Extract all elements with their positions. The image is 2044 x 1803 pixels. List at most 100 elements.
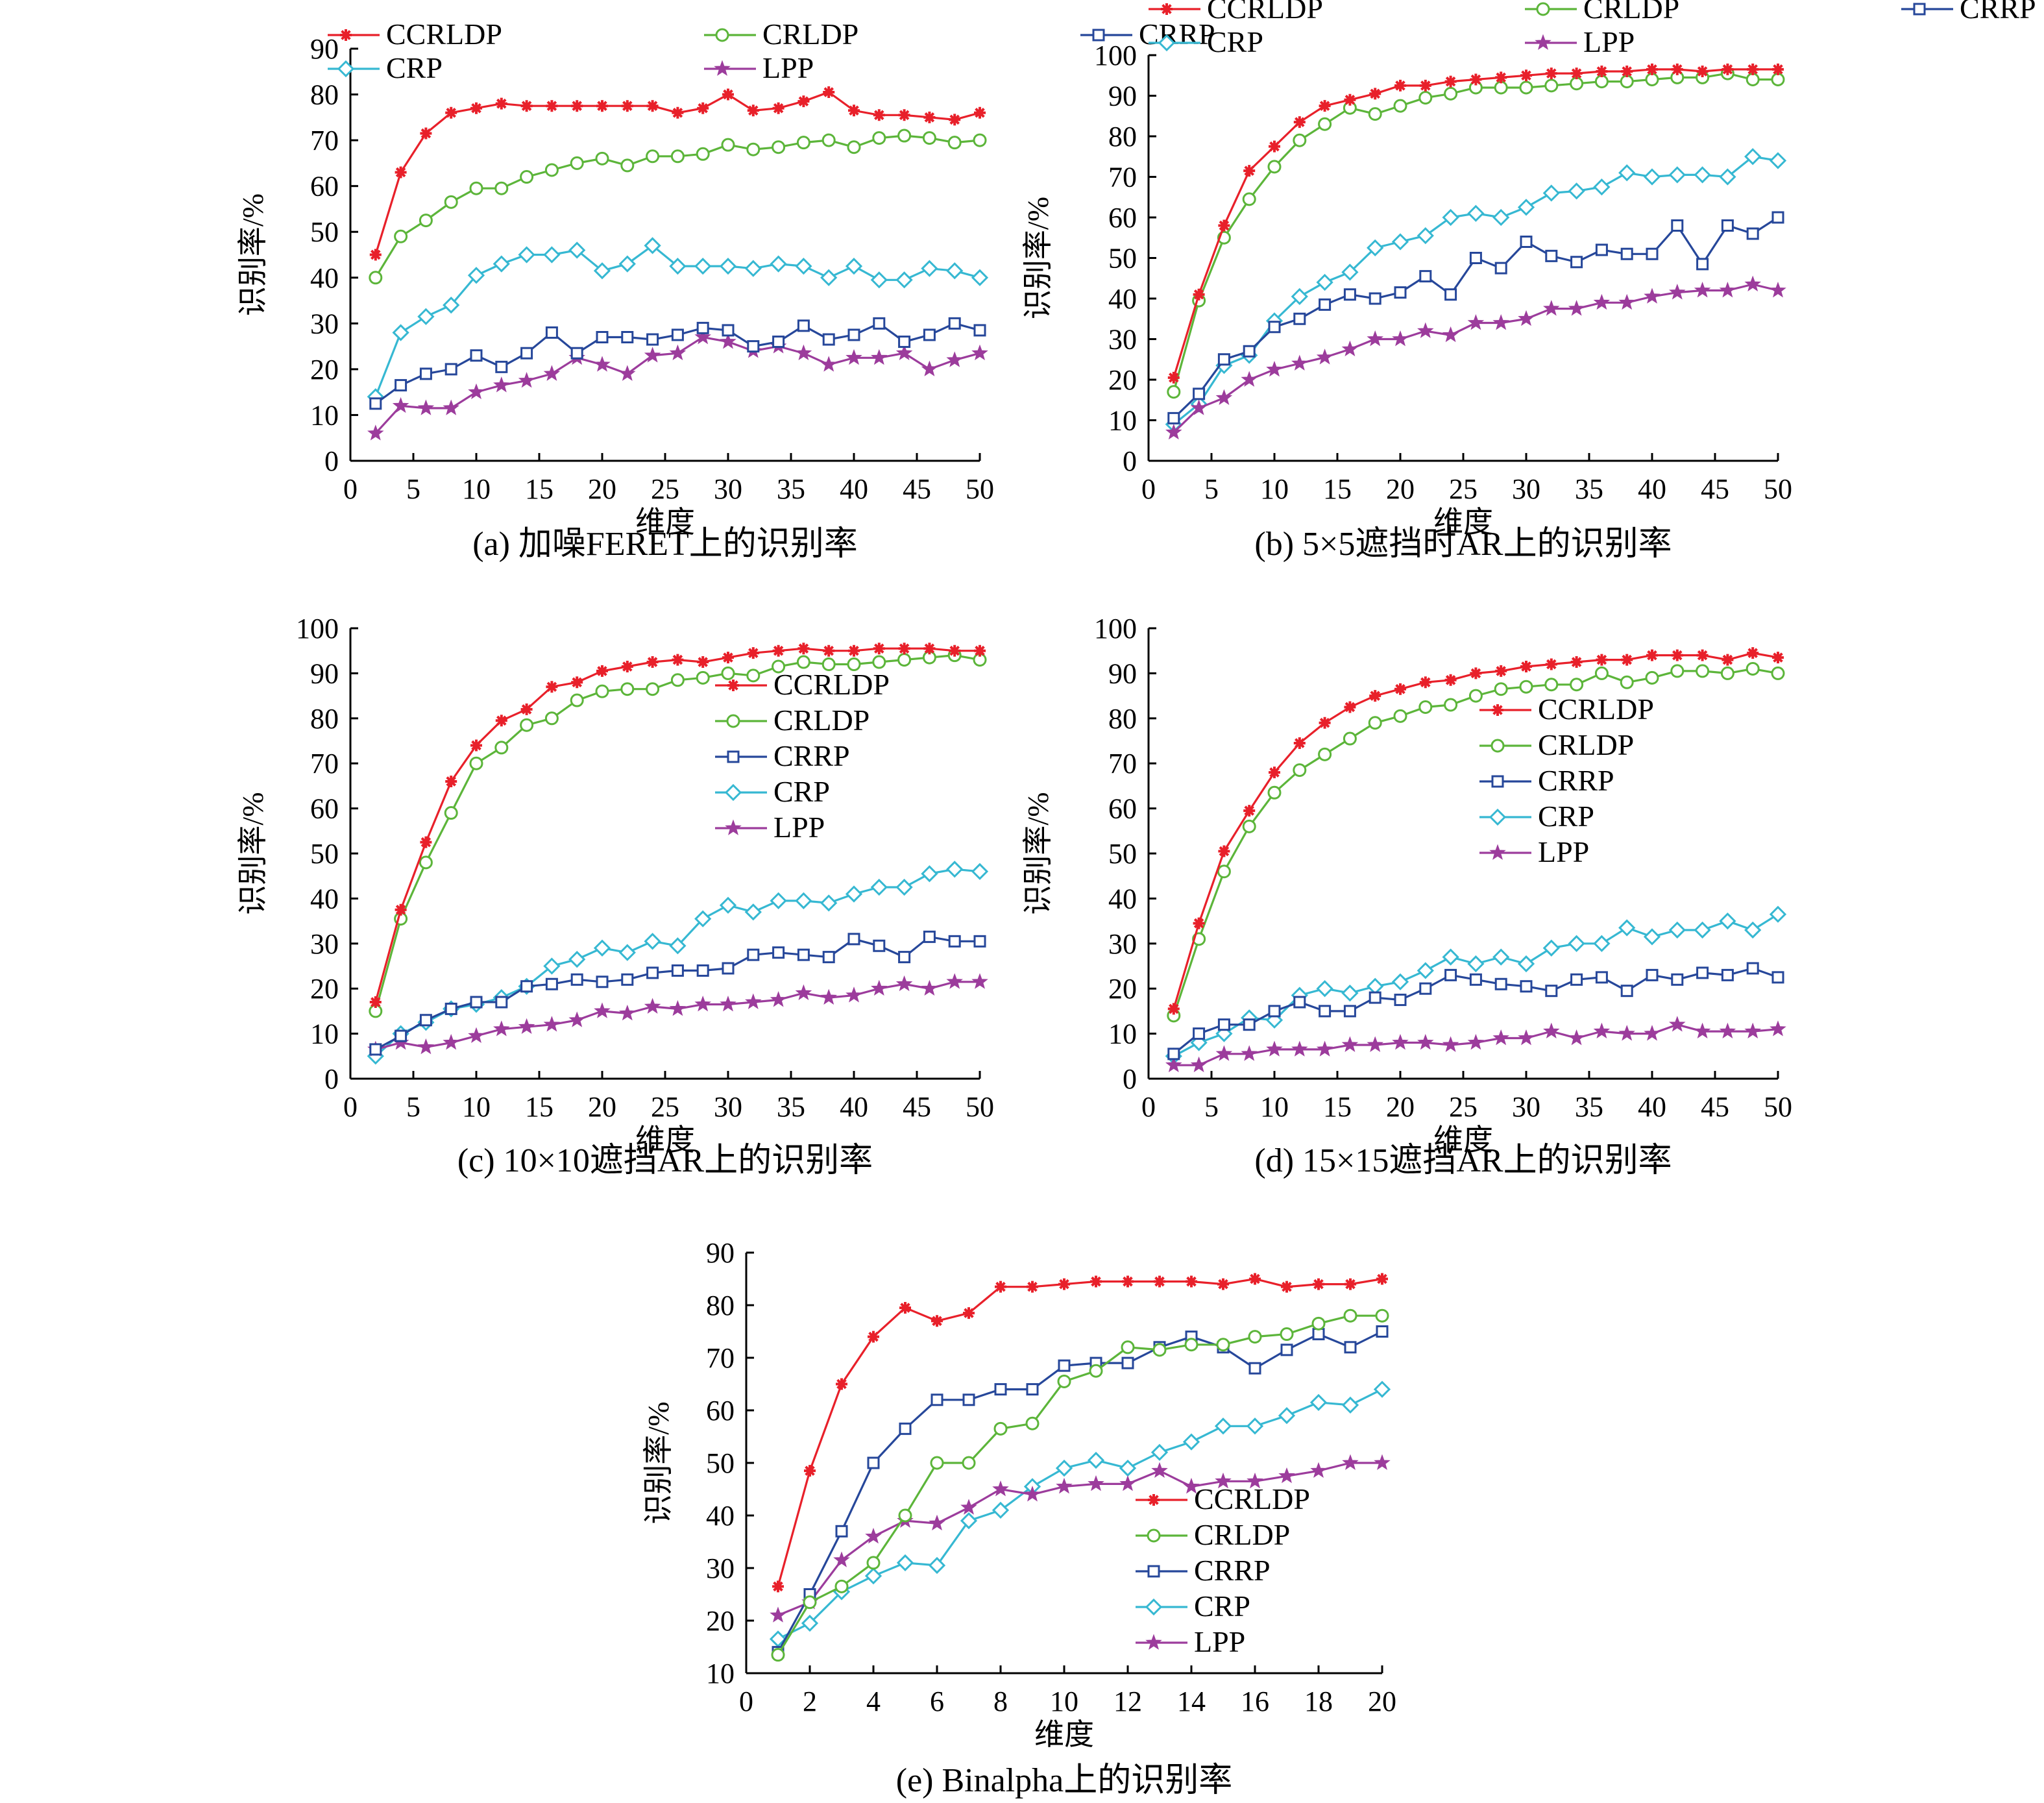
- data-point-crldp: [1293, 133, 1307, 147]
- data-point-ccrldp: [470, 102, 482, 114]
- y-tick-label: 90: [310, 657, 339, 689]
- y-tick-label: 60: [1108, 793, 1137, 825]
- data-point-crrp: [596, 975, 609, 988]
- data-point-crldp: [1089, 1364, 1103, 1378]
- x-tick-label: 20: [588, 1091, 616, 1123]
- data-point-ccrldp: [949, 114, 961, 126]
- data-point-crrp: [596, 331, 609, 343]
- y-tick-label: 80: [310, 79, 339, 111]
- data-point-lpp: [1518, 310, 1535, 326]
- data-point-ccrldp: [470, 739, 482, 752]
- data-point-crrp: [545, 977, 558, 990]
- x-tick-label: 20: [1386, 1091, 1415, 1123]
- data-point-crp: [1719, 912, 1736, 930]
- data-point-lpp: [745, 993, 762, 1009]
- data-point-lpp: [1694, 1022, 1711, 1038]
- data-point-lpp: [1669, 1016, 1686, 1032]
- data-point-crldp: [1468, 689, 1483, 703]
- data-point-crldp: [1152, 1343, 1167, 1357]
- series-line-crldp: [1173, 72, 1778, 393]
- chart-panel-a: 0 10 20 30 40 50 60 70 80 90 0 5 10 15 20 25 30 35 40 45 50 识…: [236, 18, 1215, 563]
- data-point-ccrldp: [1243, 805, 1256, 817]
- data-point-ccrldp: [546, 100, 558, 112]
- data-point-ccrldp: [898, 643, 910, 655]
- data-point-ccrldp: [445, 775, 457, 787]
- y-axis-label: 识别率/%: [236, 792, 269, 914]
- data-point-crrp: [1248, 1362, 1261, 1375]
- data-point-crrp: [1343, 1005, 1356, 1018]
- data-point-crp: [644, 237, 661, 254]
- x-tick-label: 5: [1204, 473, 1219, 505]
- data-point-crp: [1492, 948, 1510, 966]
- data-point-ccrldp: [1722, 654, 1734, 666]
- data-point-crp: [946, 262, 964, 280]
- legend-item-crrp: CRRP: [1479, 764, 1614, 797]
- data-point-lpp: [468, 383, 485, 400]
- data-point-crrp: [470, 349, 483, 362]
- data-point-lpp: [1291, 1040, 1308, 1057]
- data-point-ccrldp: [1293, 737, 1306, 749]
- legend-label: LPP: [762, 51, 814, 84]
- data-point-crp: [1391, 233, 1409, 251]
- data-point-ccrldp: [974, 644, 986, 657]
- series-crldp: [771, 1308, 1389, 1662]
- y-tick-label: 10: [310, 1018, 339, 1050]
- data-point-crldp: [962, 1456, 976, 1470]
- legend-marker: [726, 714, 740, 728]
- data-point-crrp: [1696, 966, 1709, 979]
- data-point-crp: [1618, 919, 1636, 937]
- legend-label: CCRLDP: [1207, 0, 1323, 25]
- data-point-crldp: [444, 195, 458, 209]
- legend-label: LPP: [1583, 25, 1635, 58]
- data-point-crldp: [1318, 747, 1332, 761]
- legend-marker: [714, 60, 731, 76]
- x-tick-label: 0: [739, 1686, 753, 1717]
- data-point-crp: [1087, 1451, 1105, 1469]
- legend-label: CCRLDP: [386, 18, 502, 51]
- data-point-crrp: [1217, 1018, 1230, 1031]
- data-point-lpp: [644, 347, 661, 363]
- x-tick-label: 15: [525, 1091, 554, 1123]
- data-point-crrp: [973, 935, 986, 948]
- data-point-ccrldp: [995, 1281, 1006, 1293]
- legend-label: CRRP: [1139, 18, 1215, 51]
- data-point-ccrldp: [873, 109, 885, 121]
- x-tick-label: 50: [1764, 1091, 1792, 1123]
- legend: CCRLDP CRLDP CRRP CRP LPP: [328, 18, 1215, 84]
- y-tick-label: 30: [706, 1552, 735, 1584]
- y-tick-label: 60: [706, 1395, 735, 1427]
- data-point-crldp: [1494, 682, 1508, 696]
- x-tick-label: 15: [525, 473, 554, 505]
- data-point-lpp: [770, 1606, 786, 1623]
- data-point-crp: [694, 910, 712, 927]
- y-tick-label: 20: [706, 1605, 735, 1637]
- data-point-crrp: [1444, 968, 1457, 981]
- data-point-lpp: [1291, 354, 1308, 371]
- y-tick-label: 0: [1123, 445, 1137, 477]
- data-point-ccrldp: [1217, 1278, 1229, 1290]
- data-point-ccrldp: [823, 644, 835, 657]
- data-point-crrp: [1595, 971, 1608, 984]
- data-point-crp: [1341, 1396, 1359, 1414]
- data-point-lpp: [1467, 314, 1485, 330]
- y-axis-label: 识别率/%: [642, 1401, 675, 1524]
- legend-item-crldp: CRLDP: [715, 704, 870, 737]
- data-point-ccrldp: [395, 903, 407, 916]
- data-point-crrp: [1217, 353, 1230, 366]
- data-point-lpp: [1744, 275, 1761, 291]
- data-point-ccrldp: [804, 1465, 816, 1477]
- legend-item-ccrldp: CCRLDP: [715, 668, 890, 701]
- data-point-ccrldp: [1167, 1003, 1180, 1015]
- data-point-crrp: [1721, 219, 1734, 232]
- data-point-crp: [895, 878, 913, 896]
- x-tick-label: 35: [1575, 473, 1603, 505]
- y-axis-label: 识别率/%: [236, 193, 269, 316]
- data-point-ccrldp: [1570, 67, 1583, 80]
- y-tick-label: 30: [310, 308, 339, 339]
- data-point-lpp: [694, 328, 711, 345]
- data-point-crp: [795, 258, 812, 275]
- data-point-crp: [618, 255, 636, 273]
- data-point-crrp: [1293, 312, 1306, 325]
- data-point-ccrldp: [1520, 69, 1532, 82]
- data-point-lpp: [468, 1027, 485, 1043]
